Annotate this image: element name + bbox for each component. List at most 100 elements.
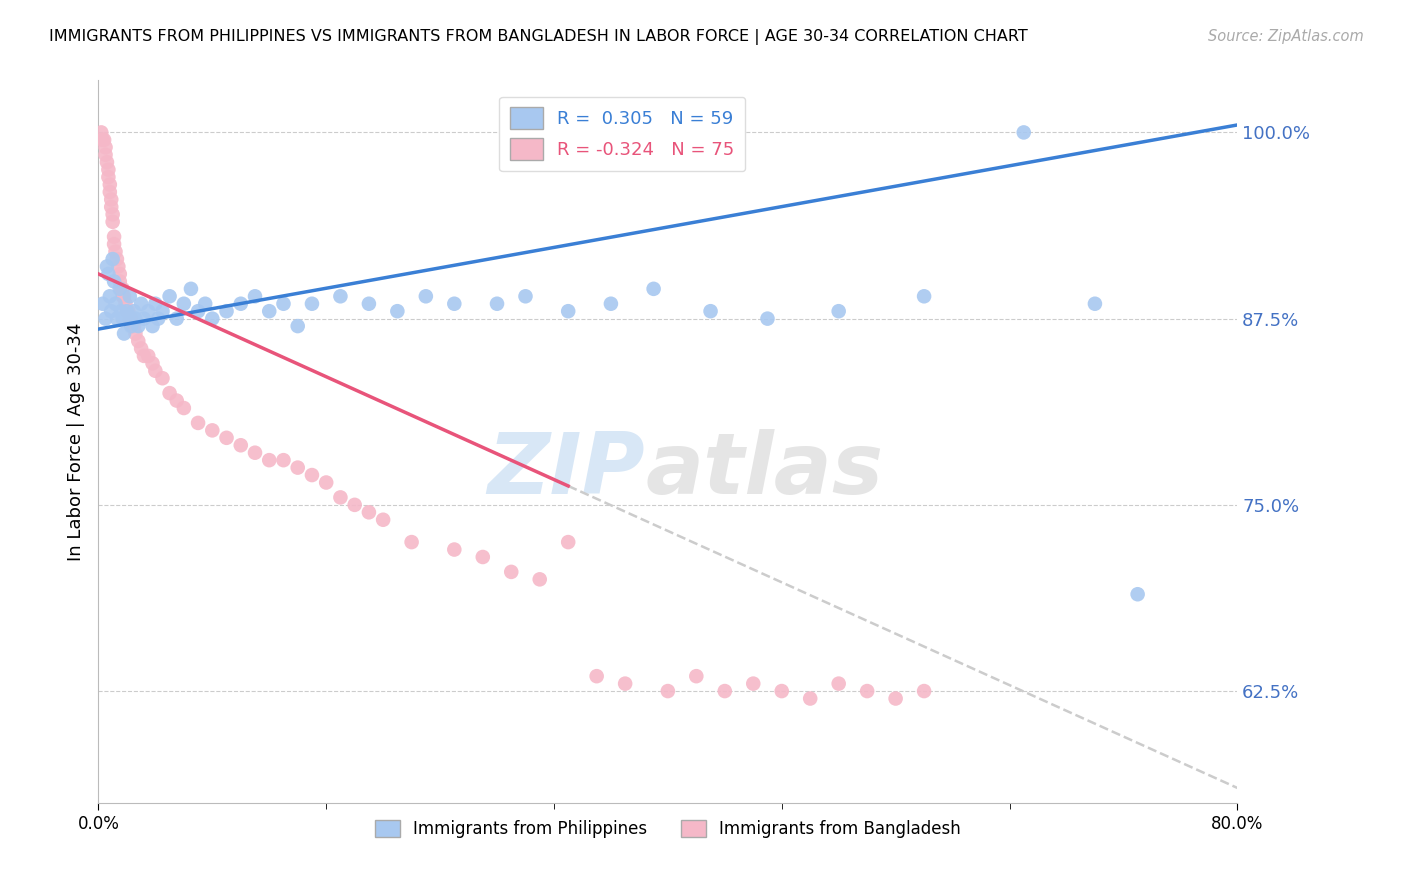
Point [343, 498, 366, 512]
Point [287, 460, 309, 475]
Point [229, 297, 252, 311]
Point [111, 289, 134, 303]
Point [111, 311, 134, 326]
Point [105, 311, 128, 326]
Point [103, 237, 125, 252]
Point [94, 311, 117, 326]
Point [799, 691, 821, 706]
Point [1012, 125, 1035, 139]
Point [194, 297, 217, 311]
Legend: Immigrants from Philippines, Immigrants from Bangladesh: Immigrants from Philippines, Immigrants … [368, 814, 967, 845]
Point [127, 334, 149, 348]
Point [501, 565, 523, 579]
Point [180, 282, 202, 296]
Point [515, 289, 537, 303]
Point [104, 297, 127, 311]
Point [443, 297, 465, 311]
Point [100, 193, 122, 207]
Point [315, 475, 337, 490]
Point [100, 304, 122, 318]
Point [401, 535, 423, 549]
Point [828, 304, 851, 318]
Point [1084, 297, 1107, 311]
Point [243, 289, 266, 303]
Point [104, 244, 127, 259]
Point [122, 319, 145, 334]
Point [884, 691, 907, 706]
Point [96, 155, 118, 169]
Point [166, 311, 188, 326]
Point [132, 349, 155, 363]
Point [120, 319, 142, 334]
Point [259, 453, 281, 467]
Point [103, 229, 125, 244]
Point [97, 162, 120, 177]
Point [742, 676, 765, 690]
Point [108, 282, 131, 296]
Point [129, 297, 152, 311]
Point [685, 669, 707, 683]
Point [132, 311, 155, 326]
Point [98, 289, 121, 303]
Point [108, 274, 131, 288]
Point [112, 289, 135, 303]
Point [90, 125, 112, 139]
Point [243, 446, 266, 460]
Point [159, 386, 181, 401]
Point [107, 260, 129, 274]
Point [108, 267, 131, 281]
Point [91, 297, 114, 311]
Point [443, 542, 465, 557]
Point [110, 282, 132, 296]
Point [96, 260, 118, 274]
Point [657, 684, 679, 698]
Point [129, 342, 152, 356]
Point [97, 267, 120, 281]
Point [357, 505, 380, 519]
Point [97, 170, 120, 185]
Point [187, 416, 209, 430]
Point [117, 311, 139, 326]
Text: IMMIGRANTS FROM PHILIPPINES VS IMMIGRANTS FROM BANGLADESH IN LABOR FORCE | AGE 3: IMMIGRANTS FROM PHILIPPINES VS IMMIGRANT… [49, 29, 1028, 45]
Point [273, 297, 295, 311]
Text: Source: ZipAtlas.com: Source: ZipAtlas.com [1208, 29, 1364, 44]
Point [201, 311, 224, 326]
Point [117, 304, 139, 318]
Point [118, 311, 141, 326]
Point [529, 572, 551, 586]
Point [585, 669, 607, 683]
Point [105, 252, 128, 266]
Point [120, 311, 142, 326]
Point [215, 431, 238, 445]
Point [301, 297, 323, 311]
Point [557, 304, 579, 318]
Point [187, 304, 209, 318]
Point [614, 676, 637, 690]
Point [101, 215, 124, 229]
Point [159, 289, 181, 303]
Text: ZIP: ZIP [488, 429, 645, 512]
Point [273, 453, 295, 467]
Point [122, 304, 145, 318]
Point [415, 289, 437, 303]
Point [371, 513, 394, 527]
Point [101, 207, 124, 221]
Point [166, 393, 188, 408]
Point [287, 319, 309, 334]
Point [127, 319, 149, 334]
Point [643, 282, 665, 296]
Point [103, 274, 125, 288]
Point [145, 297, 167, 311]
Point [93, 133, 115, 147]
Point [136, 349, 159, 363]
Point [98, 178, 121, 192]
Point [110, 304, 132, 318]
Point [94, 140, 117, 154]
Point [828, 676, 851, 690]
Point [357, 297, 380, 311]
Point [229, 438, 252, 452]
Point [115, 304, 138, 318]
Point [770, 684, 793, 698]
Y-axis label: In Labor Force | Age 30-34: In Labor Force | Age 30-34 [66, 322, 84, 561]
Point [329, 491, 352, 505]
